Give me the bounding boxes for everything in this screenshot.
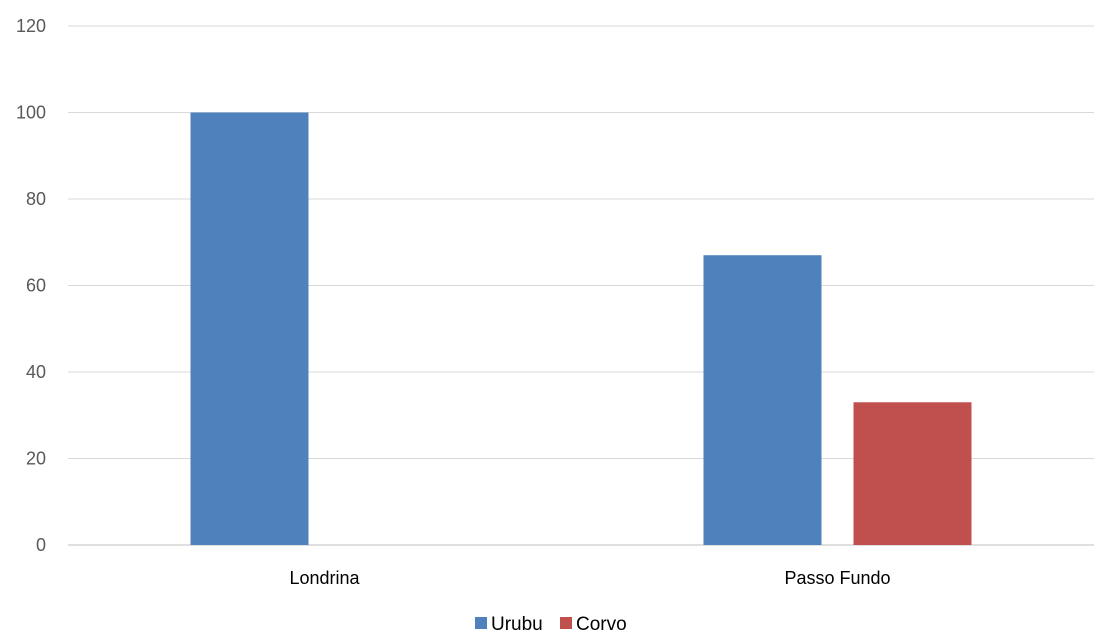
bar-urubu-passo-fundo [703, 255, 822, 545]
x-tick-label: Londrina [289, 568, 360, 588]
bars [190, 112, 972, 545]
x-axis-category-labels: Londrina Passo Fundo [289, 568, 890, 588]
y-tick-label: 40 [26, 362, 46, 382]
legend-label-corvo: Corvo [576, 614, 627, 635]
y-tick-label: 120 [16, 16, 46, 36]
y-axis-tick-labels: 0 20 40 60 80 100 120 [16, 16, 46, 555]
y-tick-label: 20 [26, 449, 46, 469]
y-tick-label: 0 [36, 535, 46, 555]
legend-swatch-corvo [560, 617, 572, 629]
legend-label-urubu: Urubu [491, 614, 543, 635]
x-tick-label: Passo Fundo [784, 568, 890, 588]
y-tick-label: 80 [26, 189, 46, 209]
legend: Urubu Corvo [475, 614, 627, 635]
y-tick-label: 100 [16, 103, 46, 123]
legend-swatch-urubu [475, 617, 487, 629]
bar-corvo-passo-fundo [853, 402, 972, 545]
bar-urubu-londrina [190, 112, 309, 545]
y-tick-label: 60 [26, 276, 46, 296]
